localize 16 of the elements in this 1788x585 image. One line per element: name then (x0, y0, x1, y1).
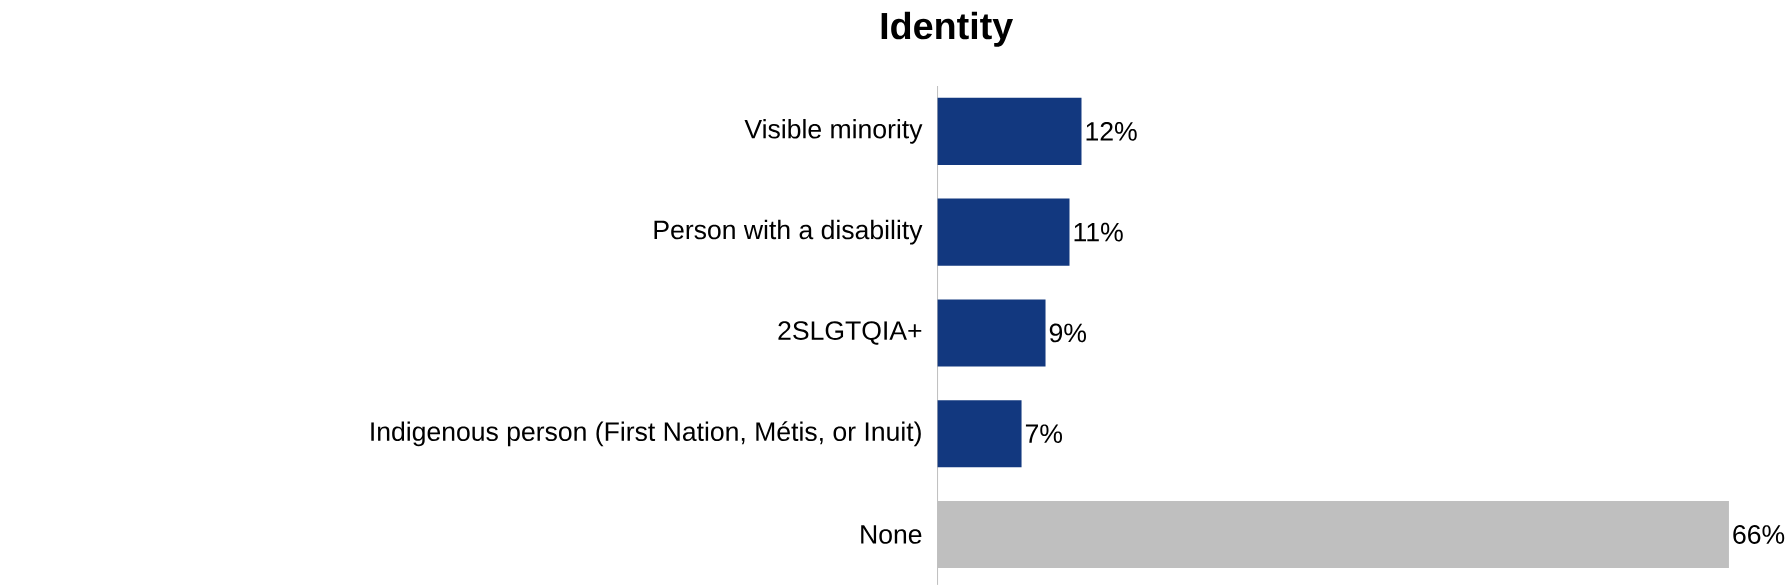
data-label: 11% (1074, 222, 1123, 242)
y-tick-label: 2SLGTQIA+ (778, 321, 922, 345)
bar (937, 299, 1046, 367)
data-label: 7% (1025, 424, 1063, 443)
data-label: 12% (1086, 121, 1137, 141)
y-tick-label: None (861, 525, 922, 544)
y-tick-label: Person with a disability (654, 219, 923, 245)
y-tick-label: Visible minority (744, 118, 923, 144)
data-label: 66% (1733, 524, 1785, 544)
bar (937, 198, 1070, 266)
data-label: 9% (1049, 323, 1086, 343)
y-tick-label: Indigenous person (First Nation, Métis, or Inuit) (371, 421, 921, 447)
bar (937, 400, 1022, 468)
bar (937, 500, 1729, 568)
chart-title: Identity (881, 11, 1014, 47)
bar (937, 97, 1082, 165)
